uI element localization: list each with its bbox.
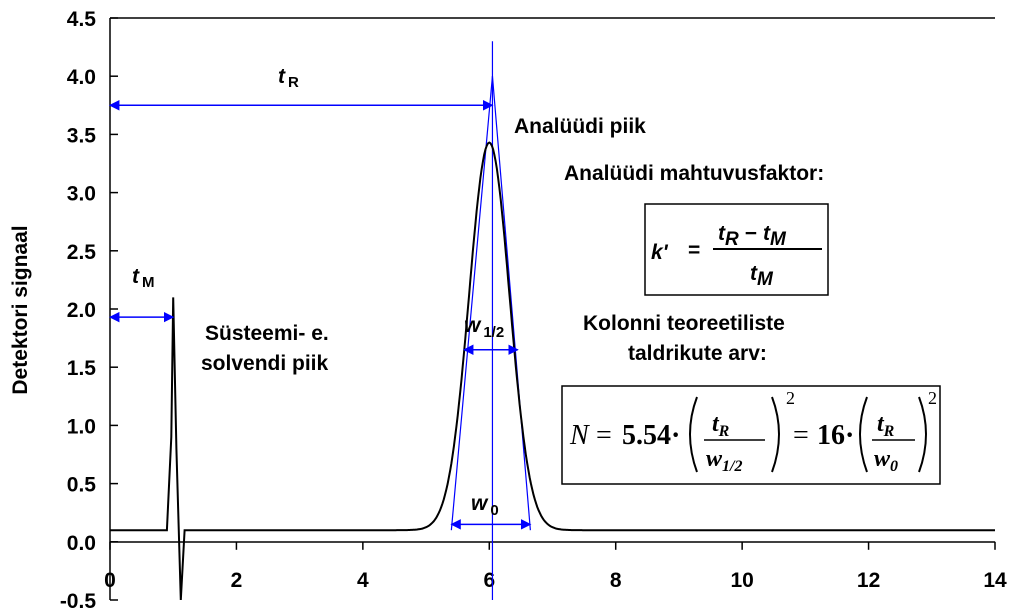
y-tick-label: 3.0 [67,183,96,206]
w-half-label: w 1/2 [464,314,504,341]
y-tick-label: -0.5 [60,590,97,613]
x-tick-label: 2 [231,569,243,592]
y-tick-label: 3.5 [67,124,97,147]
y-tick-label: 1.0 [67,415,96,438]
N-equals-1: = [596,420,612,451]
measurement-arrows [108,100,532,530]
tangent-right [491,76,531,531]
k-numerator: tR − tM [718,222,787,250]
y-tick-label: 4.0 [67,66,96,89]
right-paren-2 [918,396,927,473]
left-paren-1 [689,396,698,473]
plates-formula-box [561,385,941,485]
k-prime: k' [651,241,669,264]
x-ticks: 0 2 4 6 8 10 12 14 [104,541,1007,592]
N-power-1: 2 [786,388,795,408]
y-tick-label: 4.5 [67,8,97,31]
x-tick-label: 4 [357,569,369,592]
y-axis-label: Detektori signaal [9,225,32,394]
x-tick-label: 12 [857,569,880,592]
x-tick-label: 6 [483,569,495,592]
plates-formula: N = 5.54· tR w1/2 2 = 16· tR w0 2 [561,385,941,485]
y-tick-label: 0.5 [67,474,97,497]
solvent-peak-label-1: Süsteemi- e. [205,322,329,345]
N-power-2: 2 [928,388,937,408]
y-tick-label: 2.0 [67,299,96,322]
k-denominator: tM [750,262,774,290]
solvent-peak-label-2: solvendi piik [201,352,329,375]
capacity-factor-title: Analüüdi mahtuvusfaktor: [564,162,824,185]
x-tick-label: 0 [104,569,116,592]
y-tick-label: 0.0 [67,532,96,555]
N-coef-1: 5.54· [622,420,680,451]
signal-trace [110,141,995,601]
x-tick-label: 14 [983,569,1007,592]
analyte-peak-label: Analüüdi piik [514,115,646,138]
left-paren-2 [859,396,868,473]
k-equals: = [688,239,700,262]
tangent-left [450,76,494,531]
N-coef-2: 16· [817,420,854,451]
N-den-2: w0 [874,446,898,475]
y-tick-label: 1.5 [67,357,97,380]
x-tick-label: 8 [610,569,622,592]
N-symbol: N [569,420,590,451]
x-tick-label: 10 [730,569,753,592]
N-equals-2: = [793,420,809,451]
plates-title-2: taldrikute arv: [628,342,767,365]
N-den-1: w1/2 [706,446,742,475]
y-ticks: -0.5 0.0 0.5 1.0 1.5 2.0 2.5 3.0 3.5 4.0 4.5 [60,8,118,613]
y-tick-label: 2.5 [67,241,97,264]
right-paren-1 [771,396,780,473]
N-num-1: tR [712,411,730,440]
N-num-2: tR [877,411,895,440]
plates-title-1: Kolonni teoreetiliste [583,312,785,335]
capacity-factor-formula: k' = tR − tM tM [644,203,829,296]
